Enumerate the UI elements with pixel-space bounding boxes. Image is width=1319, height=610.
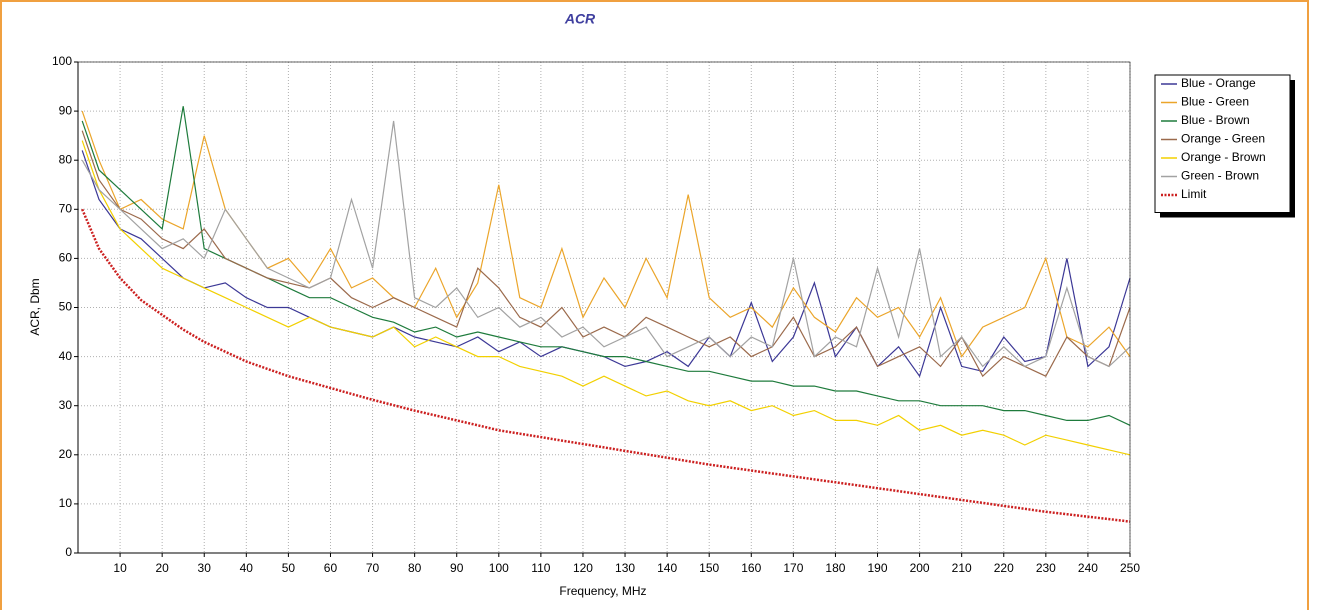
x-tick-label: 190 [868,561,888,575]
x-tick-label: 70 [366,561,380,575]
x-axis-label: Frequency, MHz [559,584,646,598]
x-tick-label: 140 [657,561,677,575]
legend-label: Blue - Brown [1181,113,1250,127]
y-tick-label: 80 [59,152,73,166]
x-tick-label: 170 [783,561,803,575]
plot-border [77,61,1131,554]
y-tick-label: 60 [59,251,73,265]
x-tick-label: 50 [282,561,296,575]
x-tick-label: 60 [324,561,338,575]
x-tick-label: 230 [1036,561,1056,575]
x-tick-label: 240 [1078,561,1098,575]
x-tick-label: 150 [699,561,719,575]
y-tick-label: 30 [59,398,73,412]
y-axis-label: ACR, Dbm [28,278,42,335]
y-tick-label: 50 [59,300,73,314]
y-tick-label: 40 [59,349,73,363]
legend-label: Orange - Green [1181,132,1265,146]
x-tick-label: 220 [994,561,1014,575]
y-tick-label: 90 [59,103,73,117]
x-tick-label: 250 [1120,561,1140,575]
x-tick-label: 160 [741,561,761,575]
x-tick-label: 210 [952,561,972,575]
x-tick-label: 30 [198,561,212,575]
legend-label: Limit [1181,187,1207,201]
legend [1154,74,1291,213]
x-tick-label: 40 [240,561,254,575]
y-tick-label: 20 [59,447,73,461]
x-tick-label: 100 [489,561,509,575]
series-line [81,140,1131,456]
x-tick-label: 20 [155,561,169,575]
y-tick-label: 70 [59,201,73,215]
x-tick-label: 110 [531,561,550,575]
series-line [81,120,1131,368]
legend-label: Blue - Green [1181,95,1249,109]
x-tick-label: 90 [450,561,464,575]
chart-title: ACR [564,11,596,27]
legend-label: Green - Brown [1181,169,1259,183]
legend-label: Blue - Orange [1181,76,1256,90]
x-tick-label: 130 [615,561,635,575]
y-tick-label: 10 [59,496,73,510]
x-tick-label: 80 [408,561,422,575]
x-tick-label: 10 [113,561,127,575]
x-tick-label: 200 [910,561,930,575]
y-tick-label: 0 [65,545,72,559]
legend-label: Orange - Brown [1181,150,1266,164]
series-line [81,208,1131,523]
x-tick-label: 120 [573,561,593,575]
series-line [81,130,1131,378]
y-tick-label: 100 [52,54,72,68]
x-tick-label: 180 [825,561,845,575]
